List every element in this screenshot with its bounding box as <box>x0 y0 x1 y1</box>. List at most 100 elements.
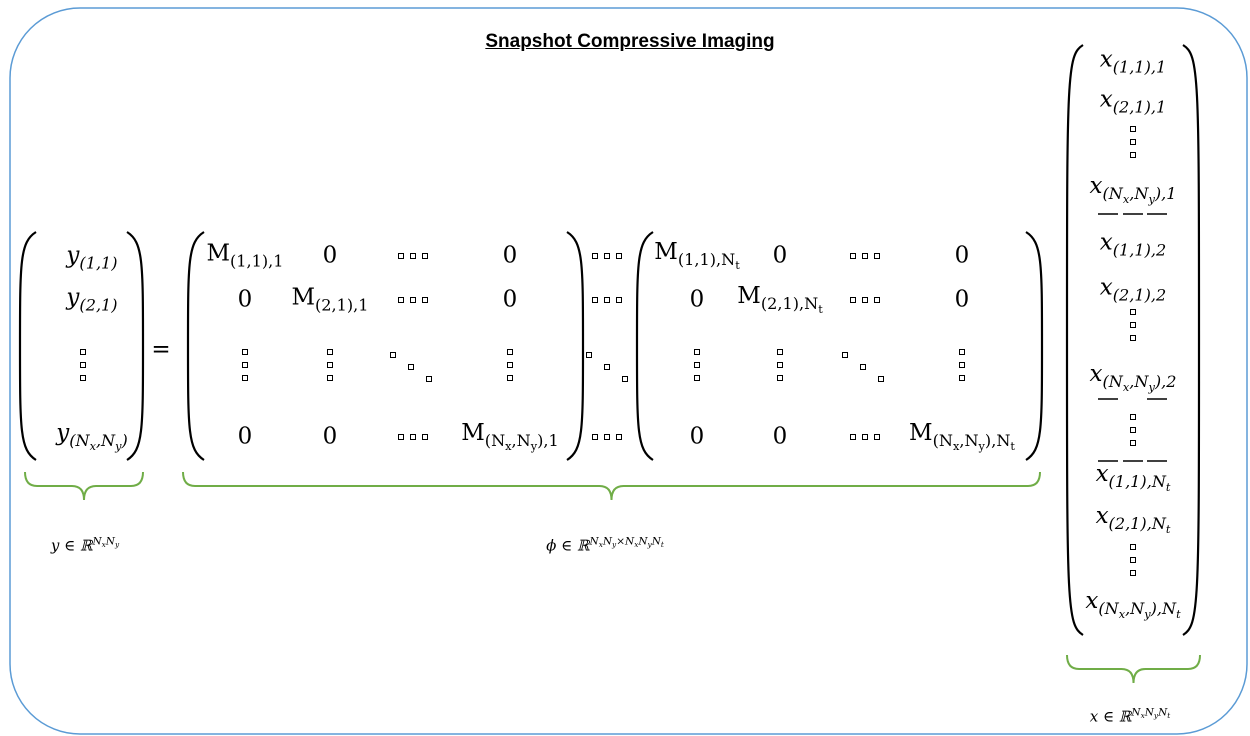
math-text: t <box>1010 439 1015 453</box>
subscript: x <box>90 440 96 453</box>
math-text: M <box>461 420 485 447</box>
dot <box>694 362 700 368</box>
subscript: t <box>661 540 664 549</box>
matrix-entry: M(2,1),1 <box>291 286 369 314</box>
math-text: 0 <box>502 242 518 269</box>
dot <box>592 253 598 259</box>
matrix-entry: 0 <box>773 244 788 268</box>
subscript: (Nx,Ny) <box>69 430 128 453</box>
dot <box>604 364 610 370</box>
dimension-label: y ∈ ℝNxNy <box>51 536 119 553</box>
math-text: N <box>651 535 661 548</box>
math-text: y <box>530 439 538 453</box>
math-text: M <box>737 283 761 310</box>
dot <box>1130 440 1136 446</box>
equals-sign: = <box>151 338 170 362</box>
dot <box>592 434 598 440</box>
subscript: (2,1),2 <box>1113 285 1167 304</box>
bracket <box>126 231 145 461</box>
subscript: (2,1),1 <box>1113 97 1167 116</box>
superscript: NxNy×NxNyNt <box>589 535 664 549</box>
math-text: 0 <box>322 242 338 269</box>
math-text: x <box>1099 274 1113 301</box>
brace <box>1066 654 1201 684</box>
math-text: N <box>589 535 599 548</box>
dot <box>1130 544 1136 550</box>
math-text: y <box>114 539 120 549</box>
math-text: (2,1),1 <box>1112 97 1167 117</box>
bracket <box>186 231 205 461</box>
subscript: y <box>648 540 652 549</box>
math-text: (N <box>1102 371 1123 391</box>
subscript: (1,1),Nt <box>678 250 740 272</box>
math-text: x <box>598 539 603 549</box>
subscript: t <box>818 303 823 316</box>
matrix-entry: M(2,1),Nt <box>737 285 822 315</box>
dot <box>80 349 86 355</box>
dot <box>874 253 880 259</box>
math-text: M <box>909 420 933 447</box>
dot <box>959 375 965 381</box>
title: Snapshot Compressive Imaging <box>485 31 775 52</box>
subscript: y <box>115 440 121 453</box>
math-text: x <box>1099 86 1113 113</box>
matrix-entry: 0 <box>323 425 338 449</box>
math-text: y <box>56 420 70 447</box>
bracket <box>566 231 585 461</box>
dot <box>390 352 396 358</box>
math-text: x <box>1095 503 1109 530</box>
subscript: (2,1),Nt <box>760 293 823 316</box>
math-text: 0 <box>954 286 970 313</box>
dot <box>242 362 248 368</box>
dot <box>874 297 880 303</box>
vector-entry: x(1,1),2 <box>1100 231 1167 259</box>
dot <box>327 375 333 381</box>
math-text: (2,1),N <box>1108 513 1166 533</box>
subscript: (Nx,Ny),1 <box>1103 183 1177 205</box>
bracket <box>1025 231 1044 461</box>
dot <box>410 434 416 440</box>
dot <box>1130 427 1136 433</box>
math-text: (2,1),N <box>760 293 819 313</box>
subscript: (Nx,Ny),1 <box>484 430 559 453</box>
vector-entry: x(Nx,Ny),Nt <box>1085 590 1180 620</box>
math-text: 0 <box>689 423 705 450</box>
math-text: N <box>1158 706 1168 719</box>
vector-entry: x(2,1),Nt <box>1096 505 1171 535</box>
subscript: (2,1),Nt <box>1108 513 1171 535</box>
dot <box>1130 152 1136 158</box>
math-text: (N <box>484 430 506 450</box>
math-text: y <box>647 539 652 549</box>
math-text: (2,1) <box>79 295 118 315</box>
subscript: y <box>1154 711 1158 720</box>
math-text: x <box>1140 710 1145 720</box>
matrix-entry: M(1,1),Nt <box>654 241 739 271</box>
dot <box>507 362 513 368</box>
superscript: NxNy <box>92 535 120 549</box>
subscript: (Nx,Ny),Nt <box>1098 599 1180 620</box>
dot <box>860 364 866 370</box>
math-text: t <box>818 302 823 316</box>
math-text: 0 <box>772 423 788 450</box>
subscript: x <box>505 440 511 453</box>
dot <box>777 349 783 355</box>
math-text: (N <box>69 430 90 450</box>
dot <box>1130 557 1136 563</box>
subscript: (1,1),1 <box>1113 57 1167 76</box>
dot <box>1130 126 1136 132</box>
math-text: t <box>735 258 740 272</box>
dot <box>398 297 404 303</box>
dot <box>694 349 700 355</box>
math-text: ,N <box>1129 183 1149 203</box>
vector-entry: y(2,1) <box>66 286 118 315</box>
math-text: y <box>66 242 80 269</box>
matrix-entry: 0 <box>955 244 970 268</box>
bracket <box>635 231 654 461</box>
math-text: x <box>1099 46 1113 73</box>
dot <box>242 375 248 381</box>
subscript: x <box>953 440 959 453</box>
subscript: (2,1),1 <box>315 295 369 314</box>
math-text: ),1 <box>1154 183 1177 203</box>
subscript: y <box>612 540 616 549</box>
